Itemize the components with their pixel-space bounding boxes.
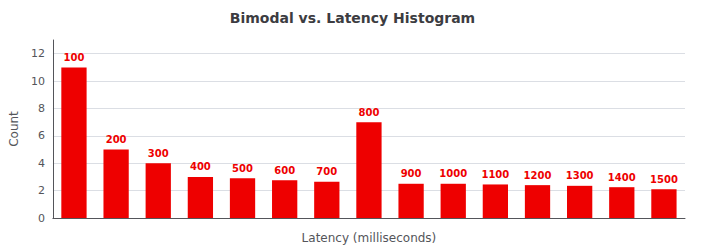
svg-text:1100: 1100 (481, 169, 509, 180)
svg-text:400: 400 (190, 161, 211, 172)
svg-text:300: 300 (148, 148, 169, 159)
svg-text:4: 4 (38, 157, 45, 170)
svg-text:Latency (milliseconds): Latency (milliseconds) (302, 231, 437, 245)
svg-text:1500: 1500 (650, 174, 678, 185)
svg-text:900: 900 (401, 168, 422, 179)
svg-text:1000: 1000 (439, 168, 467, 179)
svg-text:200: 200 (106, 134, 127, 145)
svg-text:8: 8 (38, 102, 45, 115)
svg-text:1200: 1200 (524, 170, 552, 181)
svg-text:1300: 1300 (566, 170, 594, 181)
svg-text:6: 6 (38, 129, 45, 142)
svg-text:2: 2 (38, 184, 45, 197)
svg-text:1400: 1400 (608, 172, 636, 183)
svg-text:12: 12 (31, 47, 45, 60)
svg-text:600: 600 (274, 165, 295, 176)
svg-text:10: 10 (31, 75, 45, 88)
svg-text:100: 100 (64, 52, 85, 63)
svg-text:500: 500 (232, 163, 253, 174)
svg-text:800: 800 (359, 107, 380, 118)
svg-text:0: 0 (38, 212, 45, 225)
svg-text:Count: Count (7, 111, 21, 147)
svg-text:Bimodal vs. Latency Histogram: Bimodal vs. Latency Histogram (230, 10, 475, 26)
svg-text:700: 700 (316, 166, 337, 177)
